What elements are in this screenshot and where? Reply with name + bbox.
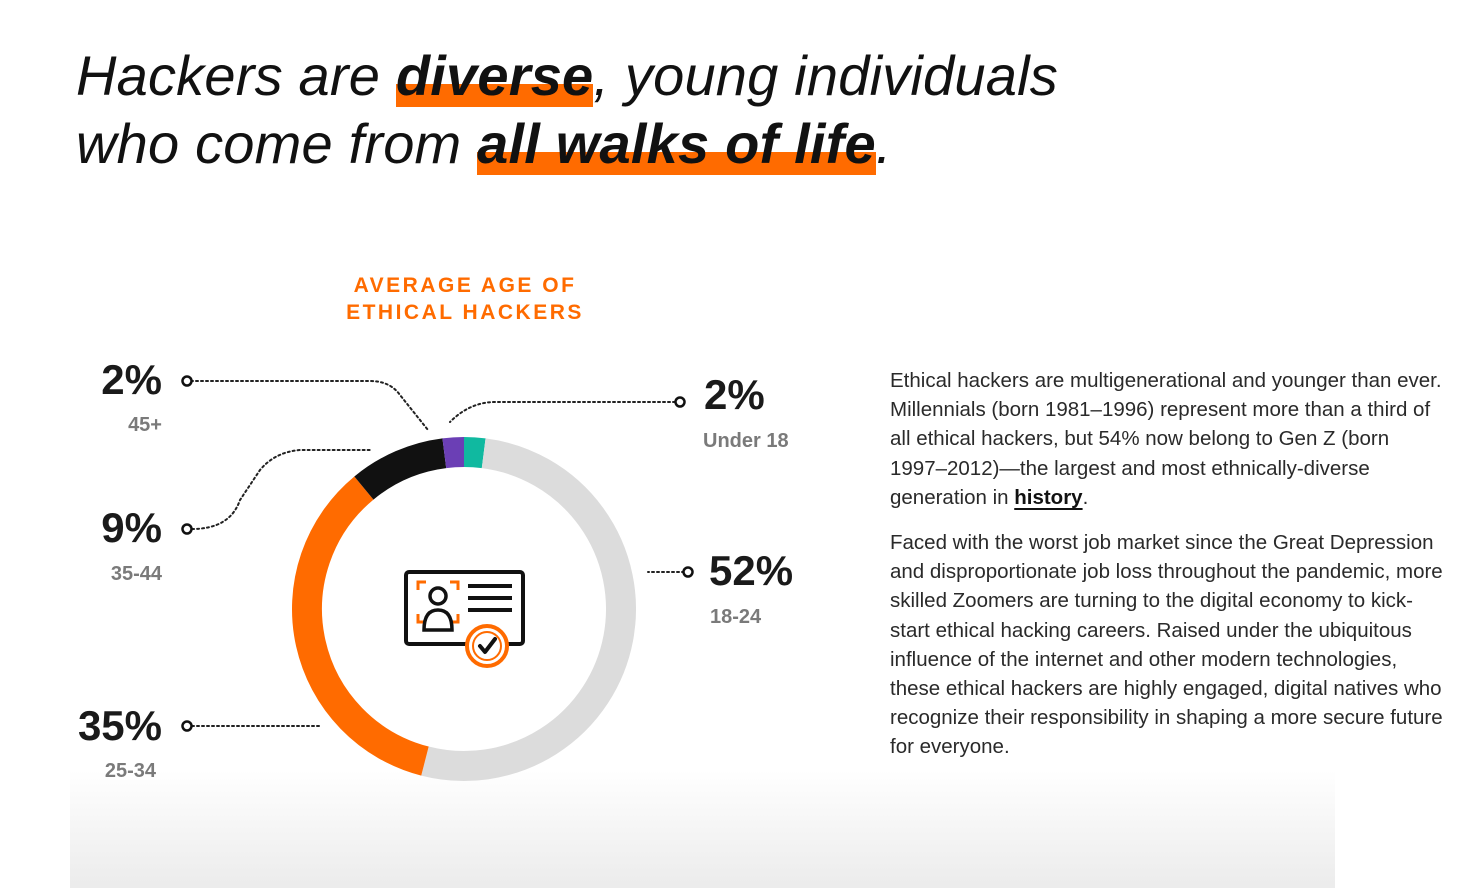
leader-dot-25-34 (181, 720, 193, 732)
leader-45-plus (190, 380, 429, 431)
headline-highlight: all walks of life (477, 112, 876, 175)
paragraph-1-text: Ethical hackers are multigenerational an… (890, 369, 1442, 509)
leader-dot-under-18 (674, 396, 686, 408)
headline-text: . (875, 112, 892, 175)
chart-title-line-2: ETHICAL HACKERS (346, 301, 584, 324)
donut-segment-18-24 (421, 438, 636, 781)
label-35-44-percent: 9% (101, 504, 162, 551)
leader-35-44 (191, 449, 371, 530)
leader-under-18 (449, 401, 676, 423)
leader-dot-18-24 (682, 566, 694, 578)
headline-highlight: diverse (395, 44, 594, 107)
label-18-24-percent: 52% (709, 547, 794, 594)
headline-line-2: who come from all walks of life. (76, 110, 1058, 178)
description-paragraph-2: Faced with the worst job market since th… (890, 531, 1443, 759)
description: Ethical hackers are multigenerational an… (890, 366, 1450, 778)
headline-text: , young individuals (593, 44, 1058, 107)
history-link[interactable]: history (1014, 485, 1083, 509)
paragraph-1-end: . (1082, 485, 1089, 509)
bottom-shadow (70, 770, 1335, 888)
label-18-24-category: 18-24 (710, 606, 762, 628)
donut-segment-under-18 (463, 437, 486, 469)
id-card-check-icon (404, 570, 525, 668)
label-35-44-category: 35-44 (110, 563, 162, 585)
label-under-18-percent: 2% (704, 371, 765, 418)
donut-segment-25-34 (292, 476, 429, 776)
donut-segment-35-44 (354, 438, 447, 500)
label-45-plus-category: 45+ (128, 414, 162, 436)
headline-line-1: Hackers are diverse, young individuals (76, 42, 1058, 110)
label-25-34-category: 25-34 (104, 760, 156, 782)
leader-dot-35-44 (181, 523, 193, 535)
label-under-18-category: Under 18 (703, 430, 789, 452)
donut-segment-45-plus (442, 437, 465, 469)
chart-title: AVERAGE AGE OF ETHICAL HACKERS (300, 272, 630, 326)
description-paragraph-1: Ethical hackers are multigenerational an… (890, 366, 1450, 512)
label-45-plus-percent: 2% (101, 356, 162, 403)
chart-title-line-1: AVERAGE AGE OF (353, 274, 577, 297)
headline-text: who come from (76, 112, 478, 175)
headline-text: Hackers are (76, 44, 396, 107)
label-25-34-percent: 35% (77, 702, 162, 749)
page-headline: Hackers are diverse, young individuals w… (76, 42, 1058, 178)
leader-dot-45-plus (181, 375, 193, 387)
